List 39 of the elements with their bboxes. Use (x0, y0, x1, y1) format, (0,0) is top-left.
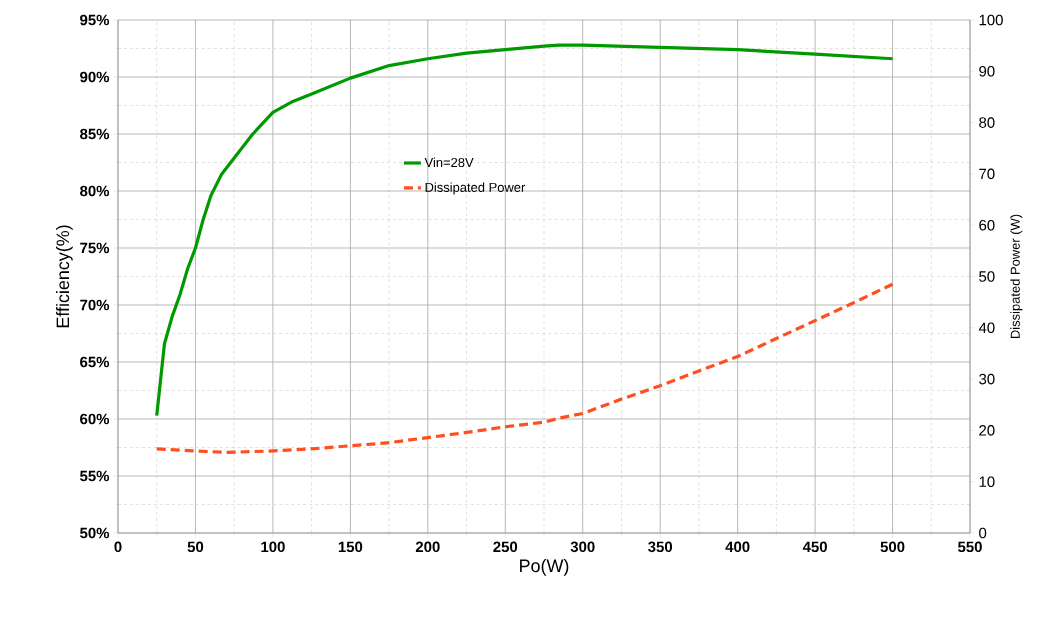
y2-tick-label: 50 (979, 271, 995, 282)
legend-label: Vin=28V (424, 157, 474, 168)
y-tick-label: 70% (80, 299, 110, 311)
y2-tick-label: 90 (979, 66, 995, 77)
x-tick-label: 0 (114, 541, 122, 553)
x-axis-title: Po(W) (520, 558, 569, 576)
y2-tick-label: 0 (979, 527, 987, 539)
y-tick-label: 55% (80, 470, 110, 482)
y-tick-label: 85% (80, 128, 110, 140)
y2-tick-label: 80 (979, 117, 995, 128)
y-tick-label: 80% (80, 185, 110, 197)
x-tick-label: 200 (415, 541, 440, 553)
y2-axis-title: Dissipated Power (W) (1010, 214, 1023, 339)
x-tick-label: 550 (957, 541, 982, 553)
y2-tick-label: 40 (978, 322, 995, 334)
y-tick-label: 75% (80, 242, 110, 254)
x-tick-label: 450 (802, 541, 827, 553)
y-tick-label: 90% (80, 71, 110, 83)
x-tick-label: 100 (261, 541, 285, 553)
y-tick-label: 95% (80, 14, 110, 26)
y-tick-label: 60% (80, 413, 110, 425)
x-tick-label: 350 (648, 541, 673, 553)
y2-tick-label: 10 (979, 476, 995, 487)
y2-tick-label: 20 (979, 425, 995, 436)
x-tick-label: 500 (880, 541, 905, 553)
x-tick-label: 150 (338, 541, 363, 553)
x-tick-label: 300 (570, 541, 595, 553)
x-tick-label: 50 (187, 541, 204, 553)
y2-tick-label: 60 (979, 219, 995, 231)
y2-tick-label: 70 (979, 168, 995, 180)
x-tick-label: 250 (493, 541, 518, 553)
x-tick-label: 400 (725, 541, 750, 553)
legend-label: Dissipated Power (425, 182, 526, 195)
y-tick-label: 50% (80, 527, 110, 539)
y-axis-title: Efficiency(%) (56, 225, 73, 328)
y2-tick-label: 100 (979, 14, 1003, 26)
y-tick-label: 65% (80, 356, 110, 368)
y2-tick-label: 30 (979, 373, 995, 385)
line-series (155, 43, 895, 418)
